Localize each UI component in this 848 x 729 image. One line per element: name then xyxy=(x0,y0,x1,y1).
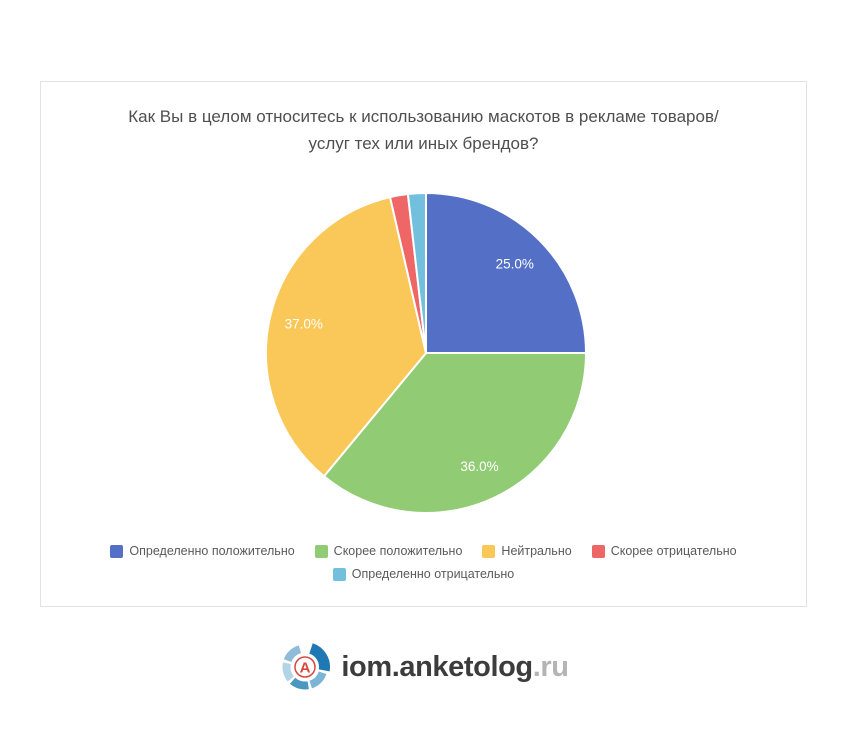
legend-item-3[interactable]: Нейтрально xyxy=(482,544,572,558)
logo-ring-segment-3 xyxy=(290,677,310,690)
pie-slice-label-3: 37.0% xyxy=(285,317,323,332)
legend-swatch-icon xyxy=(332,567,346,581)
pie-chart-svg: 25.0% 36.0% 37.0% xyxy=(265,192,587,514)
anketolog-ring-icon: A xyxy=(282,643,331,690)
chart-title: Как Вы в целом относитесь к использовани… xyxy=(41,103,806,157)
legend-item-4[interactable]: Скорее отрицательно xyxy=(591,544,737,558)
logo-red-ring xyxy=(294,656,317,678)
legend-item-label: Скорее отрицательно xyxy=(610,544,737,558)
legend-swatch-icon xyxy=(314,544,328,558)
legend-swatch-icon xyxy=(591,544,605,558)
legend-item-2[interactable]: Скорее положительно xyxy=(314,544,463,558)
footer-logo[interactable]: A iom.anketolog.ru xyxy=(0,638,848,696)
logo-text-suffix: .ru xyxy=(532,650,569,683)
legend-item-label: Определенно положительно xyxy=(129,544,295,558)
logo-ring-segment-5 xyxy=(284,645,302,663)
pie-slice-label-2: 36.0% xyxy=(460,459,498,474)
legend-item-label: Определенно отрицательно xyxy=(351,567,515,581)
chart-legend: Определенно положительно Скорее положител… xyxy=(74,544,774,581)
legend-swatch-icon xyxy=(482,544,496,558)
legend-item-1[interactable]: Определенно положительно xyxy=(110,544,295,558)
legend-item-5[interactable]: Определенно отрицательно xyxy=(332,567,515,581)
logo-ring-segment-1 xyxy=(309,643,331,672)
pie-slice-label-1: 25.0% xyxy=(496,257,534,272)
pie-slice-1[interactable] xyxy=(425,192,587,354)
logo-text-main: iom.anketolog xyxy=(341,650,533,683)
chart-card: Как Вы в целом относитесь к использовани… xyxy=(40,81,807,607)
pie-chart: 25.0% 36.0% 37.0% xyxy=(216,143,636,563)
pie-slice-2[interactable] xyxy=(323,352,587,514)
legend-swatch-icon xyxy=(110,544,124,558)
logo-ring-segment-2 xyxy=(309,671,327,689)
legend-item-label: Нейтрально xyxy=(501,544,572,558)
pie-slice-3[interactable] xyxy=(265,196,427,478)
logo-letter-a: A xyxy=(300,660,311,677)
chart-title-line2: услуг тех или иных брендов? xyxy=(308,134,539,153)
legend-item-label: Скорее положительно xyxy=(333,544,463,558)
chart-title-line1: Как Вы в целом относитесь к использовани… xyxy=(128,107,719,126)
pie-slice-5[interactable] xyxy=(406,192,427,354)
logo-ring-segment-4 xyxy=(282,662,295,682)
footer-logo-text: iom.anketolog.ru xyxy=(341,650,569,683)
